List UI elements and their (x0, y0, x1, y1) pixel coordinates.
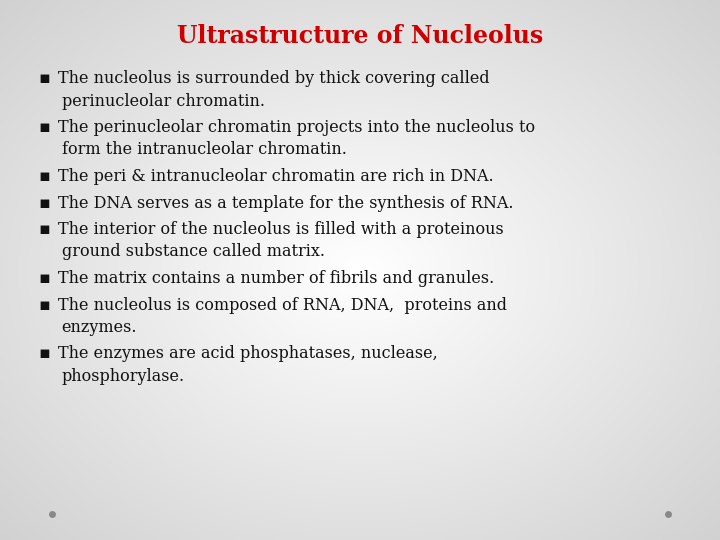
Text: The matrix contains a number of fibrils and granules.: The matrix contains a number of fibrils … (58, 270, 494, 287)
Text: The peri & intranucleolar chromatin are rich in DNA.: The peri & intranucleolar chromatin are … (58, 168, 494, 185)
Text: enzymes.: enzymes. (62, 319, 137, 336)
Text: ▪: ▪ (38, 168, 50, 185)
Text: ▪: ▪ (38, 194, 50, 212)
Text: ▪: ▪ (38, 346, 50, 362)
Text: perinucleolar chromatin.: perinucleolar chromatin. (62, 92, 265, 110)
Text: ▪: ▪ (38, 70, 50, 87)
Text: The interior of the nucleolus is filled with a proteinous: The interior of the nucleolus is filled … (58, 221, 504, 238)
Text: ▪: ▪ (38, 221, 50, 238)
Text: form the intranucleolar chromatin.: form the intranucleolar chromatin. (62, 141, 346, 159)
Text: The nucleolus is composed of RNA, DNA,  proteins and: The nucleolus is composed of RNA, DNA, p… (58, 296, 507, 314)
Text: The nucleolus is surrounded by thick covering called: The nucleolus is surrounded by thick cov… (58, 70, 490, 87)
Text: ground substance called matrix.: ground substance called matrix. (62, 244, 325, 260)
Text: phosphorylase.: phosphorylase. (62, 368, 185, 385)
Text: The enzymes are acid phosphatases, nuclease,: The enzymes are acid phosphatases, nucle… (58, 346, 438, 362)
Text: The DNA serves as a template for the synthesis of RNA.: The DNA serves as a template for the syn… (58, 194, 513, 212)
Text: Ultrastructure of Nucleolus: Ultrastructure of Nucleolus (177, 24, 543, 48)
Text: ▪: ▪ (38, 270, 50, 287)
Text: ▪: ▪ (38, 119, 50, 136)
Text: The perinucleolar chromatin projects into the nucleolus to: The perinucleolar chromatin projects int… (58, 119, 535, 136)
Text: ▪: ▪ (38, 296, 50, 314)
